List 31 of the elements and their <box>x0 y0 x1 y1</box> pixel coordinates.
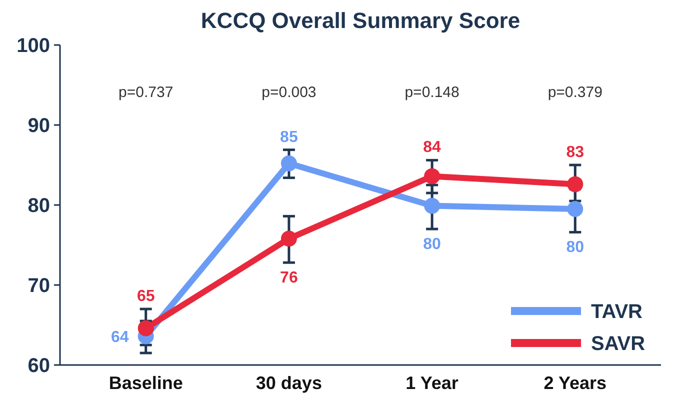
annotation: p=0.003 <box>262 84 316 101</box>
point <box>567 176 584 192</box>
data-label: 80 <box>566 239 584 256</box>
data-label: 65 <box>136 288 155 305</box>
point <box>424 198 440 214</box>
data-label: 84 <box>423 139 442 156</box>
chart-title: KCCQ Overall Summary Score <box>200 8 520 33</box>
legend-label: TAVR <box>591 301 644 323</box>
y-tick-label: 60 <box>28 355 50 377</box>
point <box>138 320 154 336</box>
data-label: 80 <box>423 236 442 253</box>
point <box>280 230 297 247</box>
x-tick-label: 30 days <box>256 373 322 393</box>
point <box>567 201 584 217</box>
y-tick-label: 80 <box>28 195 50 217</box>
x-tick-label: 1 Year <box>406 373 458 393</box>
annotation: p=0.379 <box>548 84 602 101</box>
x-tick-label: Baseline <box>108 373 183 393</box>
y-tick-label: 100 <box>16 35 50 57</box>
point <box>280 155 297 172</box>
point <box>424 168 440 184</box>
data-label: 85 <box>280 128 298 146</box>
data-label: 64 <box>110 329 129 346</box>
data-label: 76 <box>280 270 298 287</box>
legend-label: SAVR <box>591 333 646 355</box>
x-tick-label: 2 Years <box>544 373 607 393</box>
data-label: 83 <box>566 144 584 161</box>
annotation: p=0.737 <box>118 84 174 101</box>
y-tick-label: 90 <box>28 115 50 137</box>
y-tick-label: 70 <box>28 275 50 297</box>
annotation: p=0.148 <box>404 84 460 101</box>
